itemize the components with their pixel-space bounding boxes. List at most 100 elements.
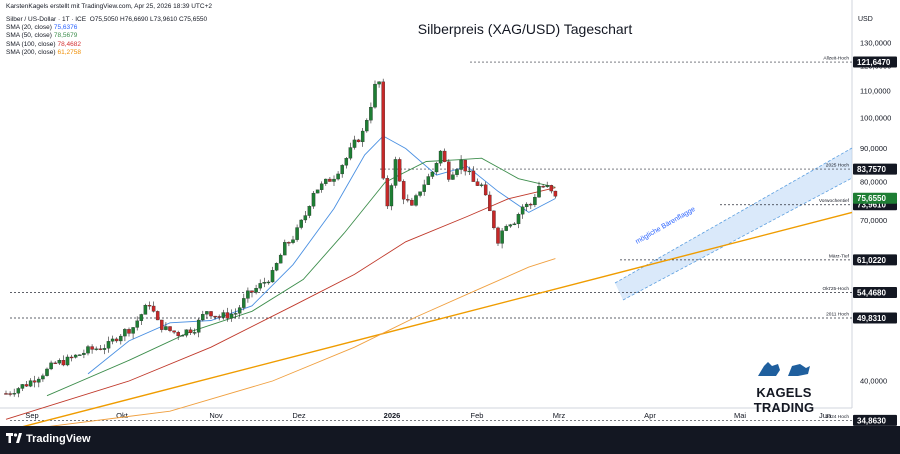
candle-body (205, 311, 209, 315)
legend-symbol[interactable]: Silber / US-Dollar · 1T · ICE (6, 16, 87, 23)
x-tick-label: Apr (644, 411, 656, 420)
tradingview-icon (6, 433, 22, 443)
candle-body (49, 362, 53, 370)
legend-sma20[interactable]: SMA (20, close) 75,6376 (6, 24, 78, 32)
candle-body (299, 219, 303, 228)
candle-body (410, 199, 414, 206)
candle-body (237, 307, 242, 314)
candle-body (135, 320, 139, 328)
candle-body (266, 281, 271, 284)
x-tick-label: Jun (819, 411, 831, 420)
candle-body (73, 354, 78, 358)
candle-body (344, 158, 349, 166)
top-caption: KarstenKagels erstellt mit TradingView.c… (6, 3, 213, 10)
candle-body (381, 81, 385, 179)
candle-body (32, 380, 37, 383)
y-tick-label: 90,0000 (860, 144, 887, 153)
candle-body (225, 312, 230, 319)
candle-body (119, 335, 123, 342)
price-tag (853, 312, 897, 324)
candle-body (291, 239, 295, 243)
last-price-tag (853, 192, 897, 204)
candle-body (213, 315, 217, 318)
candle-body (549, 185, 554, 192)
candle-body (500, 230, 504, 244)
candle-body (114, 338, 119, 342)
candle-body (492, 210, 496, 229)
candle-body (283, 242, 287, 256)
level-label: 2011 Hoch (826, 311, 849, 317)
x-tick-label: Mrz (553, 411, 566, 420)
bear-flag-channel (615, 148, 852, 300)
candle-body (459, 159, 463, 170)
candle-body (545, 185, 549, 187)
candle-body (20, 384, 25, 389)
candle-body (553, 190, 558, 197)
sma100-line (5, 187, 556, 420)
y-tick-label: 70,0000 (860, 216, 887, 225)
candle-body (533, 197, 537, 206)
candle-body (319, 183, 324, 190)
candle-body (12, 393, 16, 395)
candle-body (139, 314, 144, 321)
candle-body (467, 170, 472, 173)
candle-body (328, 178, 332, 182)
legend-sma50[interactable]: SMA (50, close) 78,5679 (6, 32, 78, 40)
price-tag (853, 414, 897, 426)
candle-body (315, 189, 320, 194)
candle-body (160, 319, 164, 330)
candle-body (192, 332, 197, 334)
price-tag (853, 163, 897, 175)
y-tick-label: 80,0000 (860, 178, 887, 187)
channel-lower (622, 177, 853, 301)
candle-body (483, 184, 488, 196)
candle-body (229, 313, 234, 319)
level-label: 2024 Hoch (826, 414, 850, 420)
x-tick-label: Mai (734, 411, 746, 420)
candle-body (369, 107, 373, 121)
candle-body (28, 380, 33, 387)
candle-body (90, 346, 94, 350)
candle-body (188, 329, 193, 333)
candle-body (324, 178, 328, 184)
candle-body (147, 304, 152, 307)
bull-bear-icon (758, 362, 810, 376)
footer-bar: TradingView (0, 426, 900, 454)
legend-ohlc: O75,5050 H76,6690 L73,9610 C75,6550 (89, 16, 208, 23)
tradingview-logo[interactable]: TradingView (6, 433, 91, 445)
candle-body (41, 375, 45, 380)
price-tag-text: 121,6470 (857, 58, 891, 67)
candle-body (143, 304, 148, 315)
candle-body (172, 330, 176, 333)
candle-body (262, 282, 267, 284)
candle-body (377, 81, 381, 85)
legend-sma200[interactable]: SMA (200, close) 61,2758 (6, 48, 81, 56)
candle-body (303, 215, 308, 221)
candle-body (475, 181, 480, 186)
legend-sma100[interactable]: SMA (100, close) 78,4682 (6, 40, 81, 48)
candle-body (164, 326, 168, 330)
candle-body (102, 348, 107, 350)
candle-body (233, 313, 238, 315)
candle-body (430, 171, 435, 177)
level-label: Vorwochentief (819, 198, 850, 204)
candle-body (348, 147, 353, 159)
candle-body (201, 314, 205, 321)
level-label: Allzeit-Hoch (823, 56, 849, 62)
candle-body (123, 329, 127, 337)
candle-body (274, 263, 279, 271)
currency-label[interactable]: USD (858, 16, 873, 23)
sma50-line (46, 157, 556, 397)
y-tick-label: 100,0000 (860, 114, 891, 123)
candle-body (98, 348, 103, 350)
candle-body (53, 362, 57, 365)
candle-body (463, 159, 467, 172)
legend: Silber / US-Dollar · 1T · ICE O75,5050 H… (6, 16, 207, 57)
candle-body (537, 186, 541, 198)
candle-body (110, 338, 115, 342)
channel-upper (614, 147, 853, 284)
y-tick-label: 130,0000 (860, 39, 891, 48)
candle-body (385, 178, 390, 207)
y-tick-label: 40,0000 (860, 377, 887, 386)
candle-body (270, 270, 275, 283)
